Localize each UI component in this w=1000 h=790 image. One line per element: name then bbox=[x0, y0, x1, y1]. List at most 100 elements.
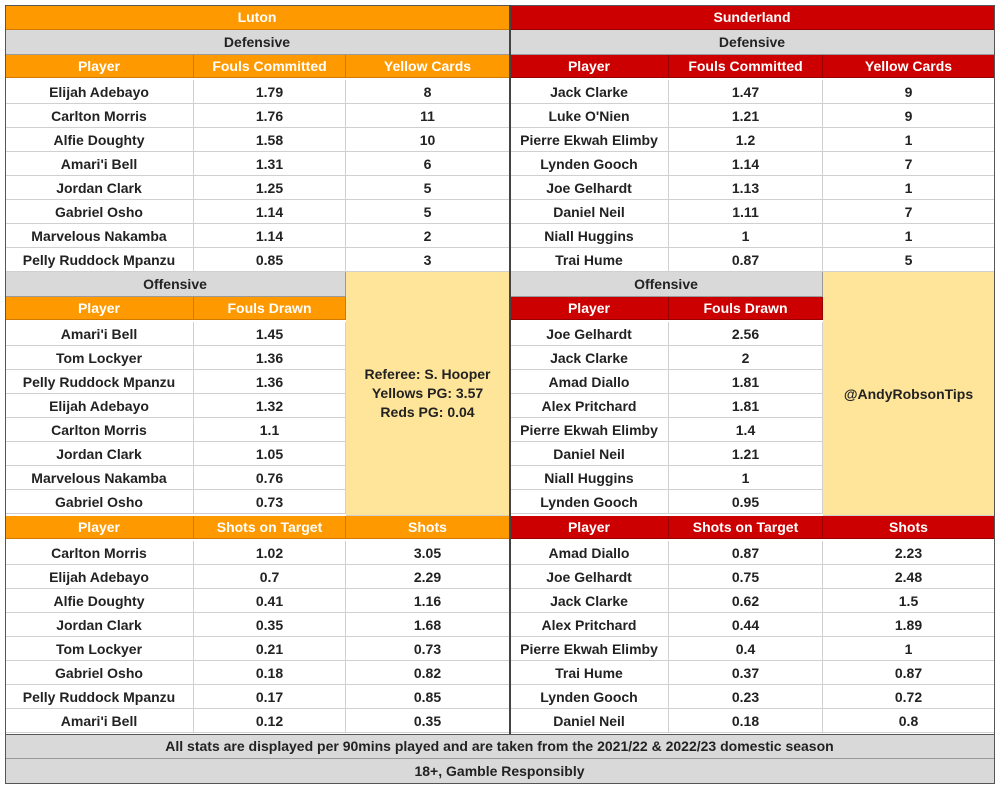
sunderland-defensive-row-5-col-2: 7 bbox=[823, 200, 995, 224]
sunderland-defensive-title: Defensive bbox=[510, 30, 995, 55]
luton-shots-row-4-col-0: Tom Lockyer bbox=[5, 637, 194, 661]
luton-offensive-row-4-col-0: Carlton Morris bbox=[5, 418, 194, 442]
sunderland-defensive-row-3-col-0: Lynden Gooch bbox=[510, 152, 669, 176]
sunderland-shots-row-4-col-0: Pierre Ekwah Elimby bbox=[510, 637, 669, 661]
sunderland-defensive-row-5-col-0: Daniel Neil bbox=[510, 200, 669, 224]
sunderland-shots-row-5-col-0: Trai Hume bbox=[510, 661, 669, 685]
sunderland-defensive-row-1-col-2: 9 bbox=[823, 104, 995, 128]
referee-line3: Reds PG: 0.04 bbox=[380, 404, 475, 420]
luton-offensive-row-1-col-1: 1.36 bbox=[194, 346, 346, 370]
luton-defensive-header-0: Player bbox=[5, 55, 194, 78]
luton-shots-row-3-col-2: 1.68 bbox=[346, 613, 510, 637]
luton-shots-row-6-col-0: Pelly Ruddock Mpanzu bbox=[5, 685, 194, 709]
sunderland-shots-row-0-col-2: 2.23 bbox=[823, 541, 995, 565]
sunderland-offensive-row-0-col-1: 2.56 bbox=[669, 322, 823, 346]
luton-defensive-row-7-col-1: 0.85 bbox=[194, 248, 346, 272]
luton-offensive-row-2-col-0: Pelly Ruddock Mpanzu bbox=[5, 370, 194, 394]
luton-defensive-row-6-col-1: 1.14 bbox=[194, 224, 346, 248]
sunderland-shots-row-1-col-1: 0.75 bbox=[669, 565, 823, 589]
luton-defensive-row-0-col-1: 1.79 bbox=[194, 80, 346, 104]
sunderland-offensive-header-0: Player bbox=[510, 297, 669, 320]
luton-defensive-row-6-col-2: 2 bbox=[346, 224, 510, 248]
luton-shots-row-1-col-2: 2.29 bbox=[346, 565, 510, 589]
sunderland-shots-row-2-col-2: 1.5 bbox=[823, 589, 995, 613]
referee-line2: Yellows PG: 3.57 bbox=[371, 385, 484, 401]
sunderland-offensive-row-1-col-1: 2 bbox=[669, 346, 823, 370]
sunderland-shots-row-4-col-2: 1 bbox=[823, 637, 995, 661]
luton-offensive-row-7-col-0: Gabriel Osho bbox=[5, 490, 194, 514]
luton-defensive-row-3-col-1: 1.31 bbox=[194, 152, 346, 176]
luton-defensive-row-0-col-2: 8 bbox=[346, 80, 510, 104]
sunderland-offensive-row-6-col-0: Niall Huggins bbox=[510, 466, 669, 490]
luton-defensive-row-7-col-2: 3 bbox=[346, 248, 510, 272]
sunderland-offensive-header-1: Fouls Drawn bbox=[669, 297, 823, 320]
sunderland-shots-row-2-col-0: Jack Clarke bbox=[510, 589, 669, 613]
luton-offensive-row-0-col-0: Amari'i Bell bbox=[5, 322, 194, 346]
luton-offensive-row-1-col-0: Tom Lockyer bbox=[5, 346, 194, 370]
sunderland-offensive-row-7-col-0: Lynden Gooch bbox=[510, 490, 669, 514]
luton-offensive-header-1: Fouls Drawn bbox=[194, 297, 346, 320]
luton-offensive-row-5-col-0: Jordan Clark bbox=[5, 442, 194, 466]
luton-shots-header-0: Player bbox=[5, 516, 194, 539]
sunderland-team-title: Sunderland bbox=[510, 5, 995, 30]
sunderland-shots-row-6-col-2: 0.72 bbox=[823, 685, 995, 709]
sunderland-defensive-row-2-col-1: 1.2 bbox=[669, 128, 823, 152]
sunderland-defensive-header-0: Player bbox=[510, 55, 669, 78]
luton-defensive-row-1-col-2: 11 bbox=[346, 104, 510, 128]
luton-defensive-row-4-col-1: 1.25 bbox=[194, 176, 346, 200]
luton-shots-row-0-col-0: Carlton Morris bbox=[5, 541, 194, 565]
luton-defensive-row-2-col-0: Alfie Doughty bbox=[5, 128, 194, 152]
luton-shots-row-6-col-1: 0.17 bbox=[194, 685, 346, 709]
luton-offensive-row-4-col-1: 1.1 bbox=[194, 418, 346, 442]
sunderland-defensive-row-2-col-0: Pierre Ekwah Elimby bbox=[510, 128, 669, 152]
luton-defensive-row-4-col-2: 5 bbox=[346, 176, 510, 200]
luton-defensive-row-5-col-2: 5 bbox=[346, 200, 510, 224]
sunderland-shots-row-0-col-0: Amad Diallo bbox=[510, 541, 669, 565]
luton-offensive-header-0: Player bbox=[5, 297, 194, 320]
sunderland-defensive-header-1: Fouls Committed bbox=[669, 55, 823, 78]
sunderland-defensive-row-6-col-2: 1 bbox=[823, 224, 995, 248]
luton-shots-row-5-col-1: 0.18 bbox=[194, 661, 346, 685]
sunderland-defensive-row-5-col-1: 1.11 bbox=[669, 200, 823, 224]
sunderland-defensive-row-1-col-1: 1.21 bbox=[669, 104, 823, 128]
sunderland-offensive-row-5-col-0: Daniel Neil bbox=[510, 442, 669, 466]
twitter-handle: @AndyRobsonTips bbox=[823, 272, 995, 516]
luton-defensive-header-1: Fouls Committed bbox=[194, 55, 346, 78]
footer-gamble: 18+, Gamble Responsibly bbox=[5, 759, 995, 784]
sunderland-offensive-row-3-col-1: 1.81 bbox=[669, 394, 823, 418]
luton-defensive-row-0-col-0: Elijah Adebayo bbox=[5, 80, 194, 104]
sunderland-shots-row-5-col-1: 0.37 bbox=[669, 661, 823, 685]
luton-defensive-row-5-col-1: 1.14 bbox=[194, 200, 346, 224]
sunderland-shots-row-7-col-0: Daniel Neil bbox=[510, 709, 669, 733]
luton-shots-row-2-col-0: Alfie Doughty bbox=[5, 589, 194, 613]
luton-offensive-title: Offensive bbox=[5, 272, 346, 297]
luton-offensive-row-3-col-1: 1.32 bbox=[194, 394, 346, 418]
sunderland-shots-row-6-col-0: Lynden Gooch bbox=[510, 685, 669, 709]
luton-offensive-row-7-col-1: 0.73 bbox=[194, 490, 346, 514]
luton-shots-row-7-col-1: 0.12 bbox=[194, 709, 346, 733]
sunderland-offensive-title: Offensive bbox=[510, 272, 823, 297]
luton-defensive-row-3-col-0: Amari'i Bell bbox=[5, 152, 194, 176]
sunderland-shots-row-3-col-1: 0.44 bbox=[669, 613, 823, 637]
luton-shots-row-7-col-2: 0.35 bbox=[346, 709, 510, 733]
sunderland-shots-row-5-col-2: 0.87 bbox=[823, 661, 995, 685]
footer-note: All stats are displayed per 90mins playe… bbox=[5, 734, 995, 759]
sunderland-shots-row-2-col-1: 0.62 bbox=[669, 589, 823, 613]
sunderland-offensive-row-1-col-0: Jack Clarke bbox=[510, 346, 669, 370]
sunderland-defensive-row-4-col-0: Joe Gelhardt bbox=[510, 176, 669, 200]
sunderland-defensive-row-7-col-0: Trai Hume bbox=[510, 248, 669, 272]
sunderland-offensive-row-2-col-1: 1.81 bbox=[669, 370, 823, 394]
sunderland-offensive-row-6-col-1: 1 bbox=[669, 466, 823, 490]
sunderland-shots-row-3-col-2: 1.89 bbox=[823, 613, 995, 637]
sunderland-shots-row-7-col-1: 0.18 bbox=[669, 709, 823, 733]
luton-shots-row-7-col-0: Amari'i Bell bbox=[5, 709, 194, 733]
sunderland-defensive-row-6-col-1: 1 bbox=[669, 224, 823, 248]
sunderland-defensive-row-1-col-0: Luke O'Nien bbox=[510, 104, 669, 128]
luton-shots-header-2: Shots bbox=[346, 516, 510, 539]
sunderland-shots-header-0: Player bbox=[510, 516, 669, 539]
luton-team-title: Luton bbox=[5, 5, 510, 30]
luton-shots-row-1-col-1: 0.7 bbox=[194, 565, 346, 589]
sunderland-defensive-row-3-col-1: 1.14 bbox=[669, 152, 823, 176]
luton-offensive-row-2-col-1: 1.36 bbox=[194, 370, 346, 394]
luton-defensive-row-1-col-1: 1.76 bbox=[194, 104, 346, 128]
